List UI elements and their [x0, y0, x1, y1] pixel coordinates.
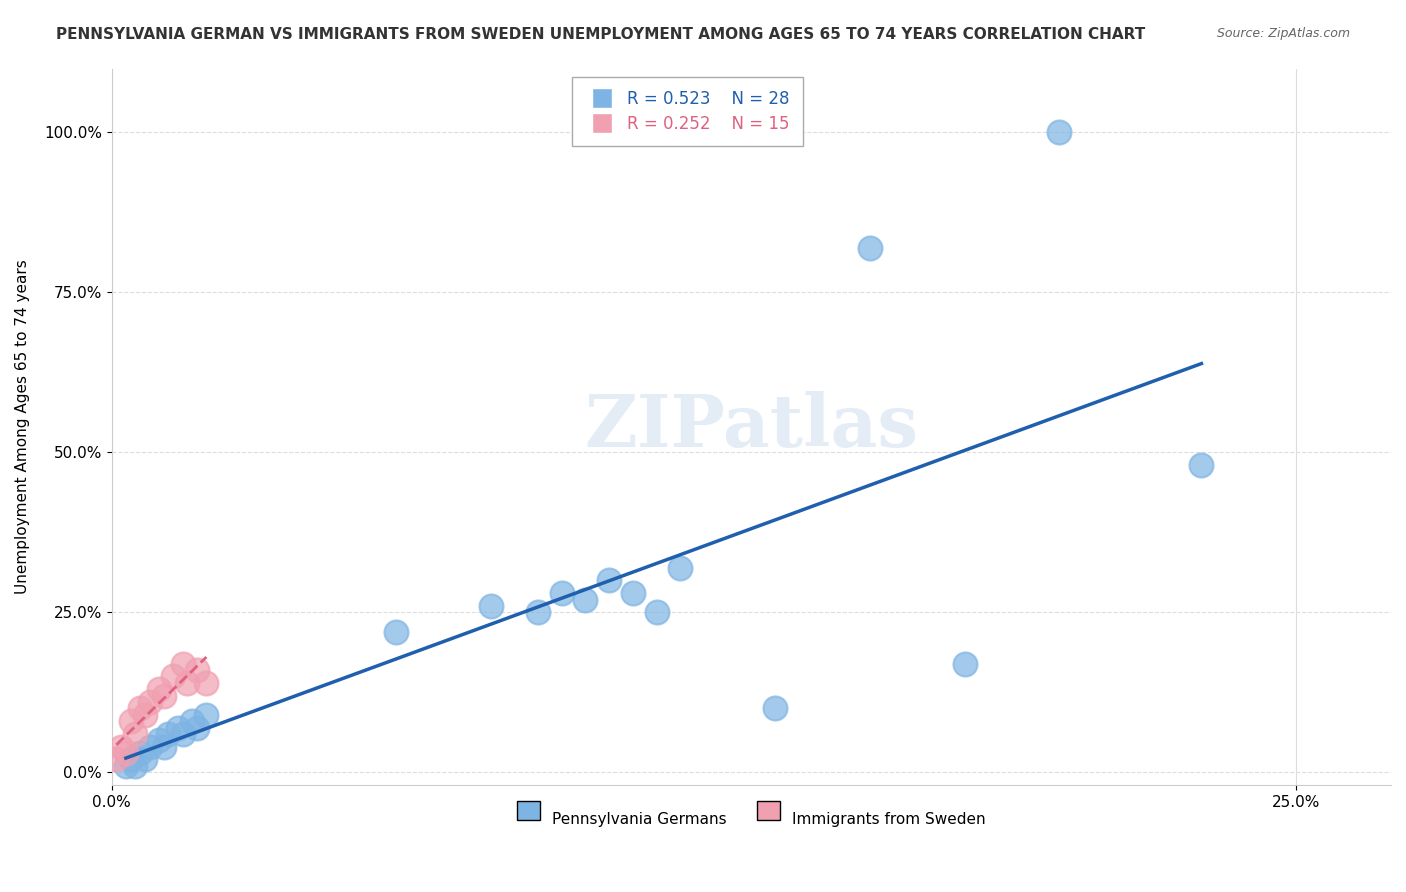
Point: [152, 689, 174, 703]
Point: [138, 695, 160, 709]
Point: [181, 714, 204, 728]
Point: [186, 721, 208, 735]
Point: [669, 560, 692, 574]
Point: [120, 714, 142, 728]
Text: Source: ZipAtlas.com: Source: ZipAtlas.com: [1216, 27, 1350, 40]
Point: [176, 675, 198, 690]
Point: [105, 752, 128, 766]
Point: [110, 739, 132, 754]
Point: [138, 739, 160, 754]
Point: [186, 663, 208, 677]
Point: [527, 605, 550, 619]
Y-axis label: Unemployment Among Ages 65 to 74 years: Unemployment Among Ages 65 to 74 years: [15, 260, 30, 594]
Point: [551, 586, 574, 600]
Point: [1047, 126, 1070, 140]
Point: [152, 739, 174, 754]
Point: [167, 721, 190, 735]
Point: [195, 707, 218, 722]
Point: [162, 669, 184, 683]
Point: [195, 675, 218, 690]
Text: ZIPatlas: ZIPatlas: [585, 392, 918, 462]
Point: [953, 657, 976, 671]
Point: [124, 759, 146, 773]
Point: [129, 746, 152, 760]
Legend: Pennsylvania Germans, Immigrants from Sweden: Pennsylvania Germans, Immigrants from Sw…: [510, 804, 993, 835]
Point: [120, 752, 142, 766]
Point: [172, 657, 194, 671]
Text: PENNSYLVANIA GERMAN VS IMMIGRANTS FROM SWEDEN UNEMPLOYMENT AMONG AGES 65 TO 74 Y: PENNSYLVANIA GERMAN VS IMMIGRANTS FROM S…: [56, 27, 1146, 42]
Point: [598, 574, 620, 588]
Point: [763, 701, 786, 715]
Point: [157, 727, 180, 741]
Point: [124, 727, 146, 741]
Point: [645, 605, 668, 619]
Point: [172, 727, 194, 741]
Point: [385, 624, 408, 639]
Point: [574, 592, 596, 607]
Point: [114, 746, 136, 760]
Point: [134, 752, 156, 766]
Point: [479, 599, 502, 613]
Point: [129, 701, 152, 715]
Point: [148, 733, 170, 747]
Point: [148, 682, 170, 697]
Point: [859, 241, 882, 255]
Point: [134, 707, 156, 722]
Point: [114, 759, 136, 773]
Point: [621, 586, 644, 600]
Point: [1191, 458, 1213, 473]
